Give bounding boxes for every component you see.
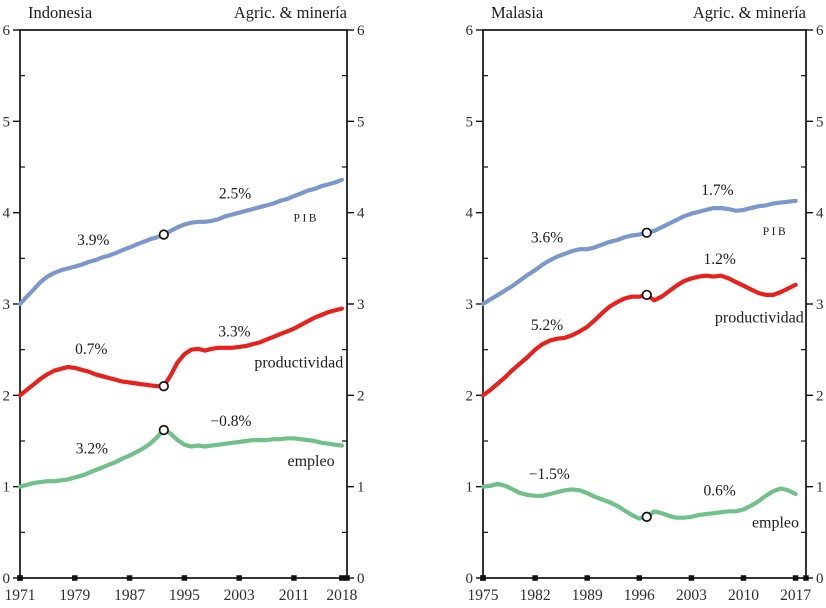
- y-axis-label: 5: [357, 114, 365, 130]
- x-tick-mark: [339, 575, 345, 581]
- line-productividad: [17, 306, 344, 398]
- chart-country-title: Malasia: [491, 3, 544, 22]
- y-axis-label: 0: [3, 571, 11, 587]
- x-axis-label: 1971: [5, 587, 36, 604]
- x-tick-mark: [72, 575, 78, 581]
- x-tick-mark: [236, 575, 242, 581]
- y-axis-label: 1: [3, 480, 11, 496]
- line-pib: [17, 177, 344, 307]
- series-label: PIB: [294, 212, 319, 224]
- growth-rate-label: 3.3%: [218, 323, 250, 340]
- x-axis-label: 1995: [169, 587, 200, 604]
- y-axis-label: 6: [3, 23, 11, 39]
- x-corner-mark: [344, 575, 350, 581]
- chart-sector-title: Agric. & minería: [233, 3, 347, 22]
- x-tick-mark: [126, 575, 133, 581]
- y-axis-label: 2: [3, 388, 11, 404]
- y-axis-label: 2: [357, 388, 365, 404]
- series-label: productividad: [254, 354, 343, 371]
- y-axis-label: 4: [357, 206, 365, 222]
- break-marker-empleo: [158, 424, 169, 436]
- x-axis-label: 2018: [326, 587, 357, 604]
- growth-rate-label: 3.2%: [76, 440, 108, 457]
- y-axis-label: 1: [357, 480, 365, 496]
- y-axis-label: 6: [357, 23, 365, 39]
- x-tick-mark: [17, 575, 23, 581]
- plot-frame: [19, 29, 348, 579]
- y-axis-label: 5: [3, 114, 11, 130]
- growth-rate-label: 3.9%: [77, 232, 109, 249]
- y-axis-label: 3: [357, 297, 365, 313]
- break-marker-productividad: [158, 381, 169, 392]
- chart-country-title: Indonesia: [28, 3, 93, 22]
- x-axis-label: 1979: [59, 587, 90, 604]
- growth-rate-label: 2.5%: [219, 185, 251, 202]
- y-axis-label: 0: [357, 571, 365, 587]
- series-label: empleo: [288, 453, 335, 470]
- growth-rate-label: −0.8%: [210, 413, 251, 430]
- break-marker-pib: [158, 229, 169, 240]
- chart-sector-title: Agric. & minería: [692, 3, 806, 22]
- line-empleo: [17, 427, 344, 489]
- y-axis-label: 3: [3, 297, 11, 313]
- growth-rate-label: 0.7%: [75, 341, 107, 358]
- x-tick-mark: [291, 575, 297, 581]
- x-axis-label: 2003: [224, 587, 255, 604]
- x-axis-label: 2011: [279, 587, 309, 604]
- x-axis-label: 1987: [114, 587, 145, 604]
- x-tick-mark: [181, 575, 188, 581]
- y-axis-label: 4: [3, 206, 11, 222]
